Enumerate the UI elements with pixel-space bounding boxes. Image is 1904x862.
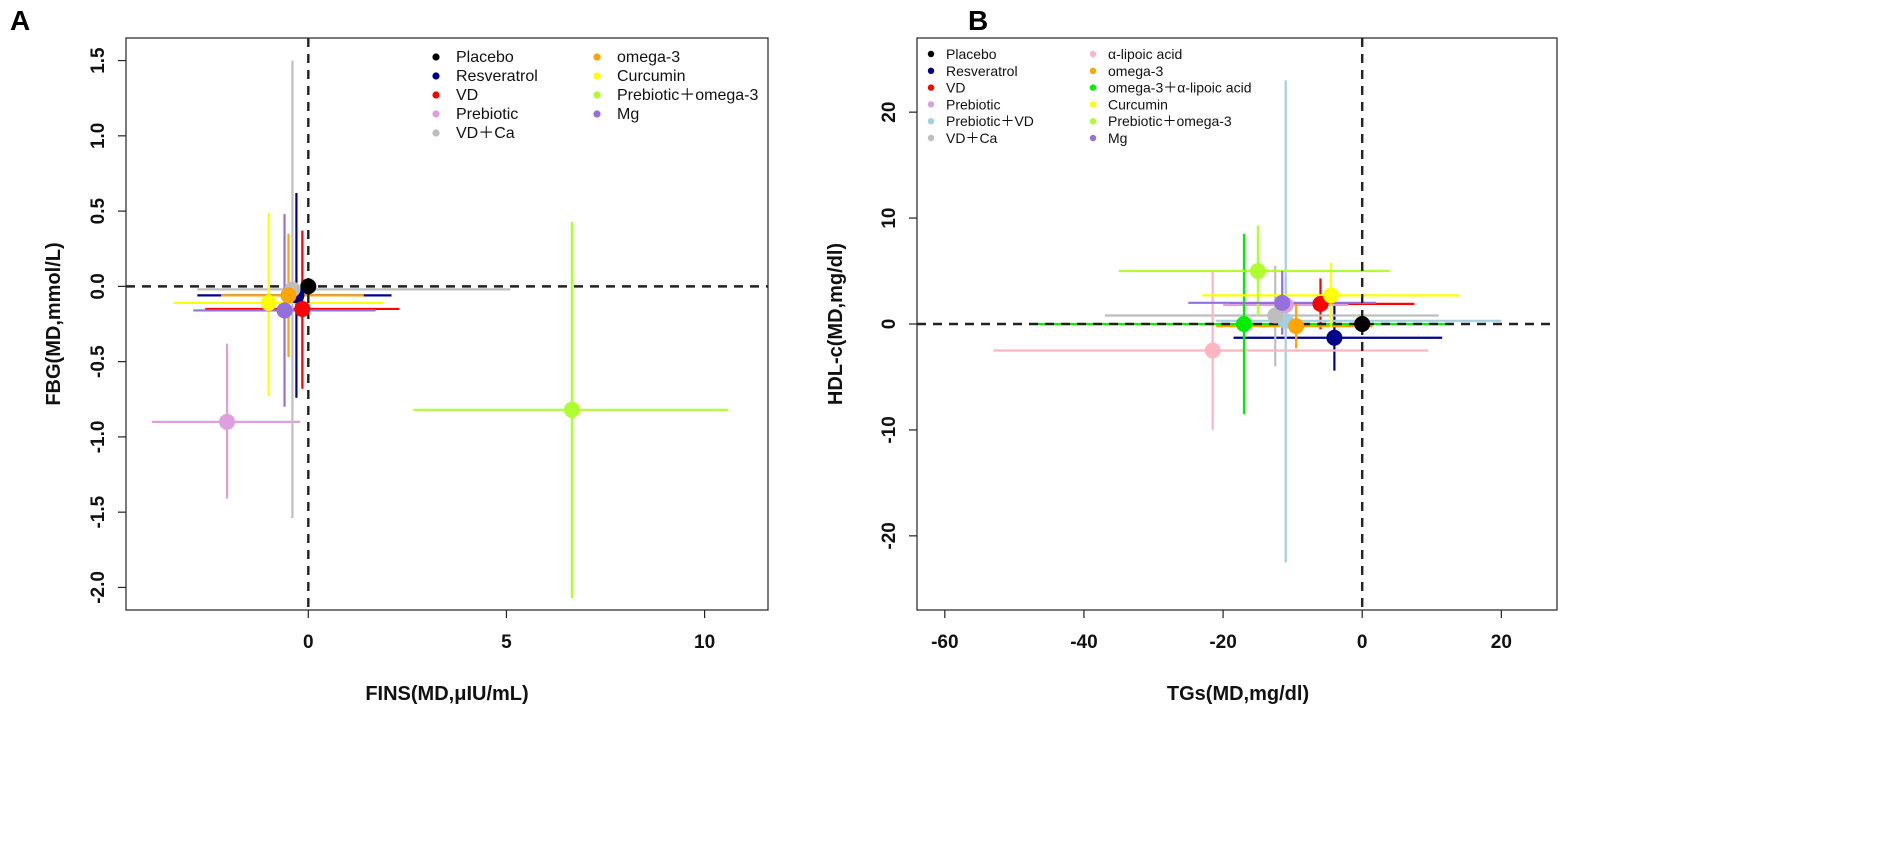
panel-b-legend-swatch-omega-3-lipoic-acid	[1089, 84, 1097, 91]
panel-b-legend: PlaceboResveratrolVDPrebioticPrebiotic＋V…	[927, 46, 1252, 146]
panel-a-marks	[126, 38, 768, 610]
panel-b-legend-swatch-placebo	[927, 50, 935, 58]
panel-b-legend-label-lipoic-acid: α-lipoic acid	[1108, 46, 1182, 62]
panel-b-point-prebiotic-omega-3	[1249, 263, 1266, 280]
panel-b-point-vd-ca	[1267, 307, 1284, 324]
panel-b-y-tick-label: 10	[879, 208, 900, 229]
panel-a-legend-label-placebo: Placebo	[456, 49, 514, 66]
panel-b-x-tick-label: 20	[1491, 632, 1512, 653]
panel-b-legend-swatch-vd-ca	[927, 134, 935, 142]
panel-a-point-omega-3	[280, 287, 297, 304]
panel-b-legend-swatch-curcumin	[1089, 101, 1097, 108]
panel-b-point-omega-3-lipoic-acid	[1235, 316, 1252, 332]
panel-b-y-axis-label: HDL-c(MD,mg/dl)	[825, 243, 847, 405]
panel-b-y-tick-label: 20	[879, 102, 900, 123]
panel-b-legend-label-resveratrol: Resveratrol	[946, 63, 1018, 79]
panel-a-legend-swatch-curcumin	[593, 72, 601, 80]
panel-a-y-tick-label: 0.0	[88, 273, 109, 299]
panel-b-legend-label-curcumin: Curcumin	[1108, 96, 1168, 112]
panel-b-legend-swatch-prebiotic	[927, 101, 935, 108]
panel-a-y-tick-label: 1.5	[88, 47, 109, 74]
panel-a-y-tick-label: -1.0	[88, 421, 109, 454]
panel-a-y-tick-label: 1.0	[88, 123, 109, 149]
panel-a-legend-label-mg: Mg	[617, 106, 639, 123]
panel-b-x-tick-label: -40	[1070, 632, 1097, 653]
panel-a-y-tick-label: 0.5	[88, 197, 109, 224]
panel-a-label: A	[10, 5, 30, 36]
panel-b-legend-label-vd: VD	[946, 80, 965, 96]
panel-a-legend-swatch-vd-ca	[432, 129, 440, 137]
panel-b-legend-label-prebiotic-omega-3: Prebiotic＋omega-3	[1108, 113, 1232, 129]
panel-a-legend-label-omega-3: omega-3	[617, 49, 680, 66]
panel-a-y-axis-label: FBG(MD,mmol/L)	[43, 242, 65, 405]
panel-b-point-placebo	[1354, 316, 1371, 332]
panel-a-y-axis: -2.0 -1.5 -1.0 -0.5 0.0 0.5 1.0 1.5	[88, 47, 126, 604]
panel-b-legend-label-prebiotic-vd: Prebiotic＋VD	[946, 113, 1034, 129]
panel-b-legend-label-mg: Mg	[1108, 130, 1127, 146]
panel-a-legend-label-vd: VD	[456, 87, 478, 104]
panel-a-y-tick-label: -1.5	[88, 495, 109, 528]
panel-a-legend-label-vd-ca: VD＋Ca	[456, 125, 515, 142]
panel-a-legend-swatch-omega-3	[593, 53, 601, 61]
panel-a-legend-label-prebiotic: Prebiotic	[456, 106, 518, 123]
panel-b-x-axis-label: TGs(MD,mg/dl)	[1167, 683, 1309, 705]
panel-b-x-tick-label: 0	[1357, 632, 1368, 653]
panel-a-x-tick-label: 0	[303, 632, 314, 653]
panel-b-legend-swatch-vd	[927, 84, 935, 91]
panel-a-legend-swatch-vd	[432, 91, 440, 99]
panel-b-label: B	[968, 5, 988, 36]
panel-a-legend-label-curcumin: Curcumin	[617, 68, 685, 85]
panel-b-point-resveratrol	[1326, 329, 1343, 346]
panel-b-y-axis: -20 -10 0 10 20	[879, 102, 917, 550]
panel-b-x-tick-label: -60	[931, 632, 958, 653]
panel-b-legend-label-prebiotic: Prebiotic	[946, 96, 1000, 112]
panel-b-y-tick-label: -10	[879, 416, 900, 443]
panel-a-y-tick-label: -2.0	[88, 571, 109, 604]
panel-a: A 0 5 10 -2.0 -1.5 -1.0 -0.5 0.0 0.5 1.0 1.5 FINS…	[10, 5, 769, 705]
panel-a-x-axis: 0 5 10	[303, 610, 715, 653]
panel-b-point-mg	[1274, 294, 1291, 311]
panel-b-point-omega-3	[1288, 318, 1305, 335]
panel-a-legend: Placebo Resveratrol VD Prebiotic VD＋Ca omega-…	[432, 49, 759, 142]
panel-b-x-axis: -60 -40 -20 0 20	[931, 610, 1512, 653]
panel-b-legend-label-omega-3-lipoic-acid: omega-3＋α-lipoic acid	[1108, 80, 1252, 96]
panel-a-legend-label-prebiotic-omega-3: Prebiotic＋omega-3	[617, 87, 759, 104]
panel-b: B -60 -40 -20 0 20 -20 -10 0 10 20 TGs(MD,mg/dl)…	[825, 5, 1558, 705]
panel-a-legend-label-resveratrol: Resveratrol	[456, 68, 538, 85]
panel-b-y-tick-label: -20	[879, 522, 900, 549]
panel-b-legend-label-omega-3: omega-3	[1108, 63, 1163, 79]
panel-b-legend-swatch-mg	[1089, 134, 1097, 142]
panel-a-legend-swatch-prebiotic	[432, 110, 440, 118]
panel-a-plot-frame	[125, 37, 769, 611]
panel-b-legend-swatch-prebiotic-omega-3	[1089, 118, 1097, 125]
panel-a-point-prebiotic-omega-3	[563, 401, 580, 418]
panel-b-point-curcumin	[1322, 287, 1339, 304]
panel-a-x-axis-label: FINS(MD,μIU/mL)	[365, 683, 528, 705]
panel-a-legend-swatch-mg	[593, 110, 601, 118]
panel-a-legend-swatch-resveratrol	[432, 72, 440, 80]
panel-a-x-tick-label: 10	[694, 632, 715, 653]
panel-a-y-tick-label: -0.5	[88, 345, 109, 378]
panel-b-x-tick-label: -20	[1209, 632, 1236, 653]
panel-b-marks	[917, 38, 1557, 610]
panel-b-y-tick-label: 0	[879, 319, 900, 330]
panel-a-point-prebiotic	[219, 413, 236, 430]
panel-a-legend-swatch-prebiotic-omega-3	[593, 91, 601, 99]
panel-b-legend-label-placebo: Placebo	[946, 46, 997, 62]
panel-b-legend-swatch-resveratrol	[927, 67, 935, 75]
panel-a-point-placebo	[300, 278, 317, 295]
panel-b-legend-swatch-lipoic-acid	[1089, 50, 1097, 58]
panel-a-point-curcumin	[260, 294, 277, 311]
panel-b-legend-swatch-omega-3	[1089, 67, 1097, 75]
panel-b-legend-swatch-prebiotic-vd	[927, 118, 935, 125]
panel-a-point-mg	[276, 302, 293, 319]
panel-b-point-lipoic-acid	[1204, 342, 1221, 359]
panel-a-legend-swatch-placebo	[432, 53, 440, 61]
panel-a-x-tick-label: 5	[501, 632, 512, 653]
panel-a-point-vd	[294, 300, 311, 317]
panel-b-legend-label-vd-ca: VD＋Ca	[946, 130, 998, 146]
